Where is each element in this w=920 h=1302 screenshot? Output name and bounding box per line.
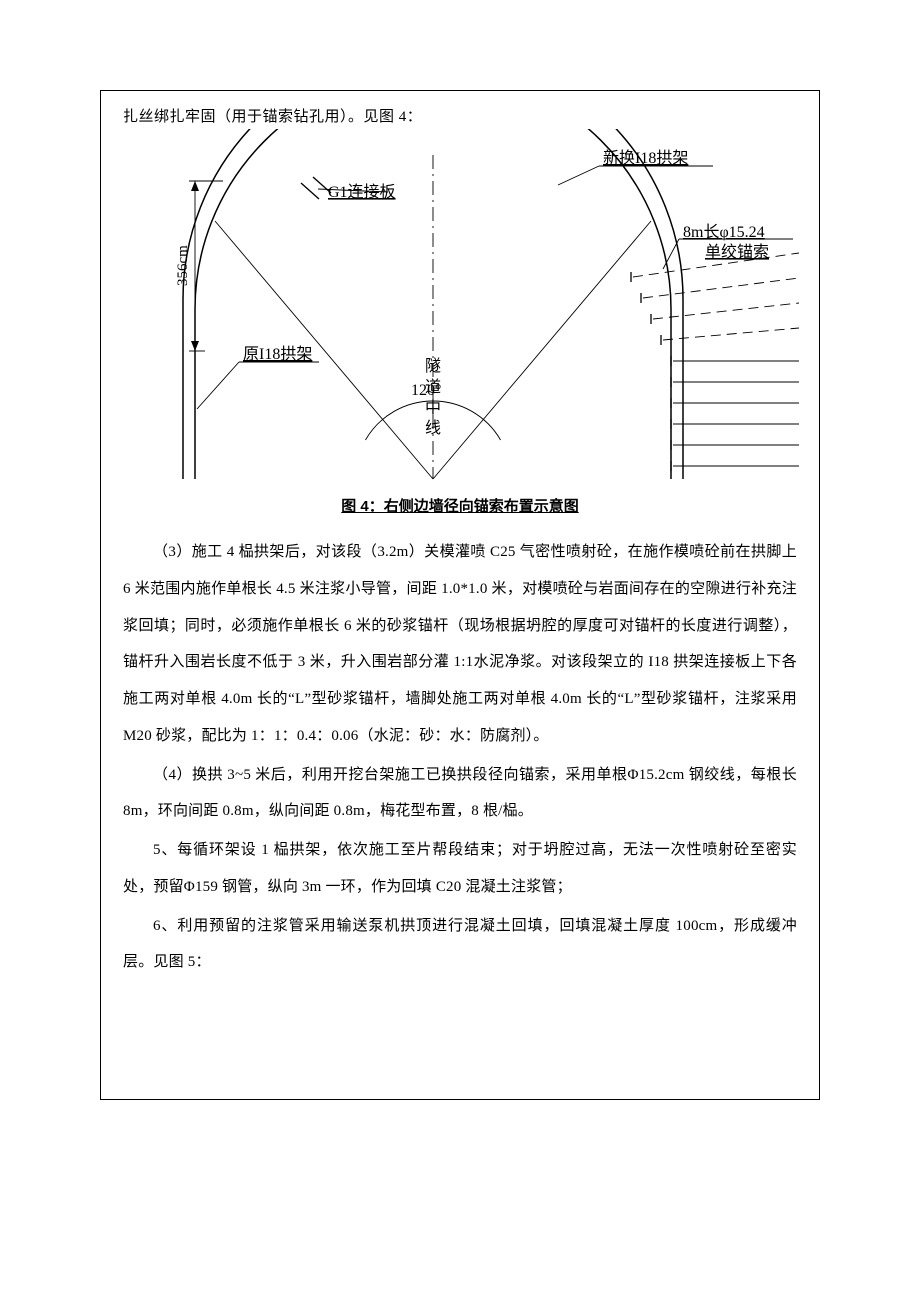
svg-text:新换I18拱架: 新换I18拱架 [603,149,688,167]
svg-text:单绞锚索: 单绞锚索 [705,243,769,261]
svg-text:356cm: 356cm [175,245,191,286]
paragraph-6: 6、利用预留的注浆管采用输送泵机拱顶进行混凝土回填，回填混凝土厚度 100cm，… [123,908,797,982]
paragraph-4: （4）换拱 3~5 米后，利用开挖台架施工已换拱段径向锚索，采用单根Φ15.2c… [123,757,797,831]
paragraph-5: 5、每循环架设 1 榀拱架，依次施工至片帮段结束；对于坍腔过高，无法一次性喷射砼… [123,832,797,906]
figure-4-caption: 图 4：右侧边墙径向锚索布置示意图 [123,495,797,516]
tunnel-centerline-label: 隧道中线 [425,357,441,440]
svg-text:原I18拱架: 原I18拱架 [243,345,312,363]
tunnel-arch-svg: 120°G1连接板356cm新换I18拱架8m长φ15.24单绞锚索原I18拱架 [123,129,799,489]
figure-4-diagram: 120°G1连接板356cm新换I18拱架8m长φ15.24单绞锚索原I18拱架… [123,129,797,489]
paragraph-3: （3）施工 4 榀拱架后，对该段（3.2m）关模灌喷 C25 气密性喷射砼，在施… [123,534,797,755]
svg-text:8m长φ15.24: 8m长φ15.24 [683,223,765,241]
page-content-frame: 扎丝绑扎牢固（用于锚索钻孔用）。见图 4： 120°G1连接板356cm新换I1… [100,90,820,1100]
